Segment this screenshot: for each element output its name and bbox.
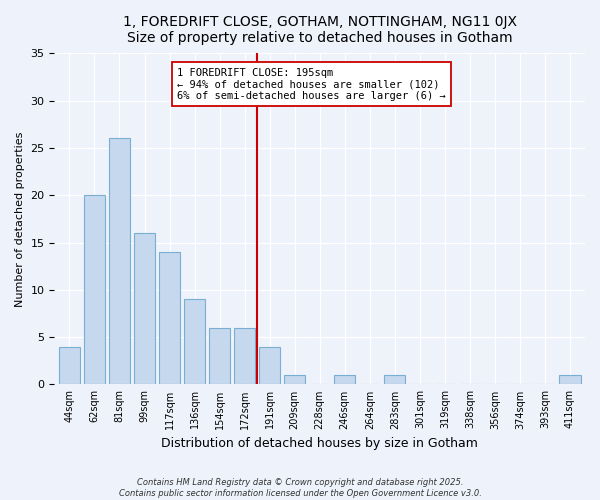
- Bar: [184, 300, 205, 384]
- Bar: [559, 375, 581, 384]
- Y-axis label: Number of detached properties: Number of detached properties: [15, 131, 25, 306]
- Bar: [84, 195, 105, 384]
- Bar: [384, 375, 406, 384]
- Text: Contains HM Land Registry data © Crown copyright and database right 2025.
Contai: Contains HM Land Registry data © Crown c…: [119, 478, 481, 498]
- Bar: [134, 233, 155, 384]
- Bar: [159, 252, 180, 384]
- Bar: [334, 375, 355, 384]
- Title: 1, FOREDRIFT CLOSE, GOTHAM, NOTTINGHAM, NG11 0JX
Size of property relative to de: 1, FOREDRIFT CLOSE, GOTHAM, NOTTINGHAM, …: [123, 15, 517, 45]
- Bar: [109, 138, 130, 384]
- Bar: [259, 346, 280, 385]
- Bar: [234, 328, 255, 384]
- Bar: [284, 375, 305, 384]
- Bar: [59, 346, 80, 385]
- X-axis label: Distribution of detached houses by size in Gotham: Distribution of detached houses by size …: [161, 437, 478, 450]
- Bar: [209, 328, 230, 384]
- Text: 1 FOREDRIFT CLOSE: 195sqm
← 94% of detached houses are smaller (102)
6% of semi-: 1 FOREDRIFT CLOSE: 195sqm ← 94% of detac…: [177, 68, 446, 100]
